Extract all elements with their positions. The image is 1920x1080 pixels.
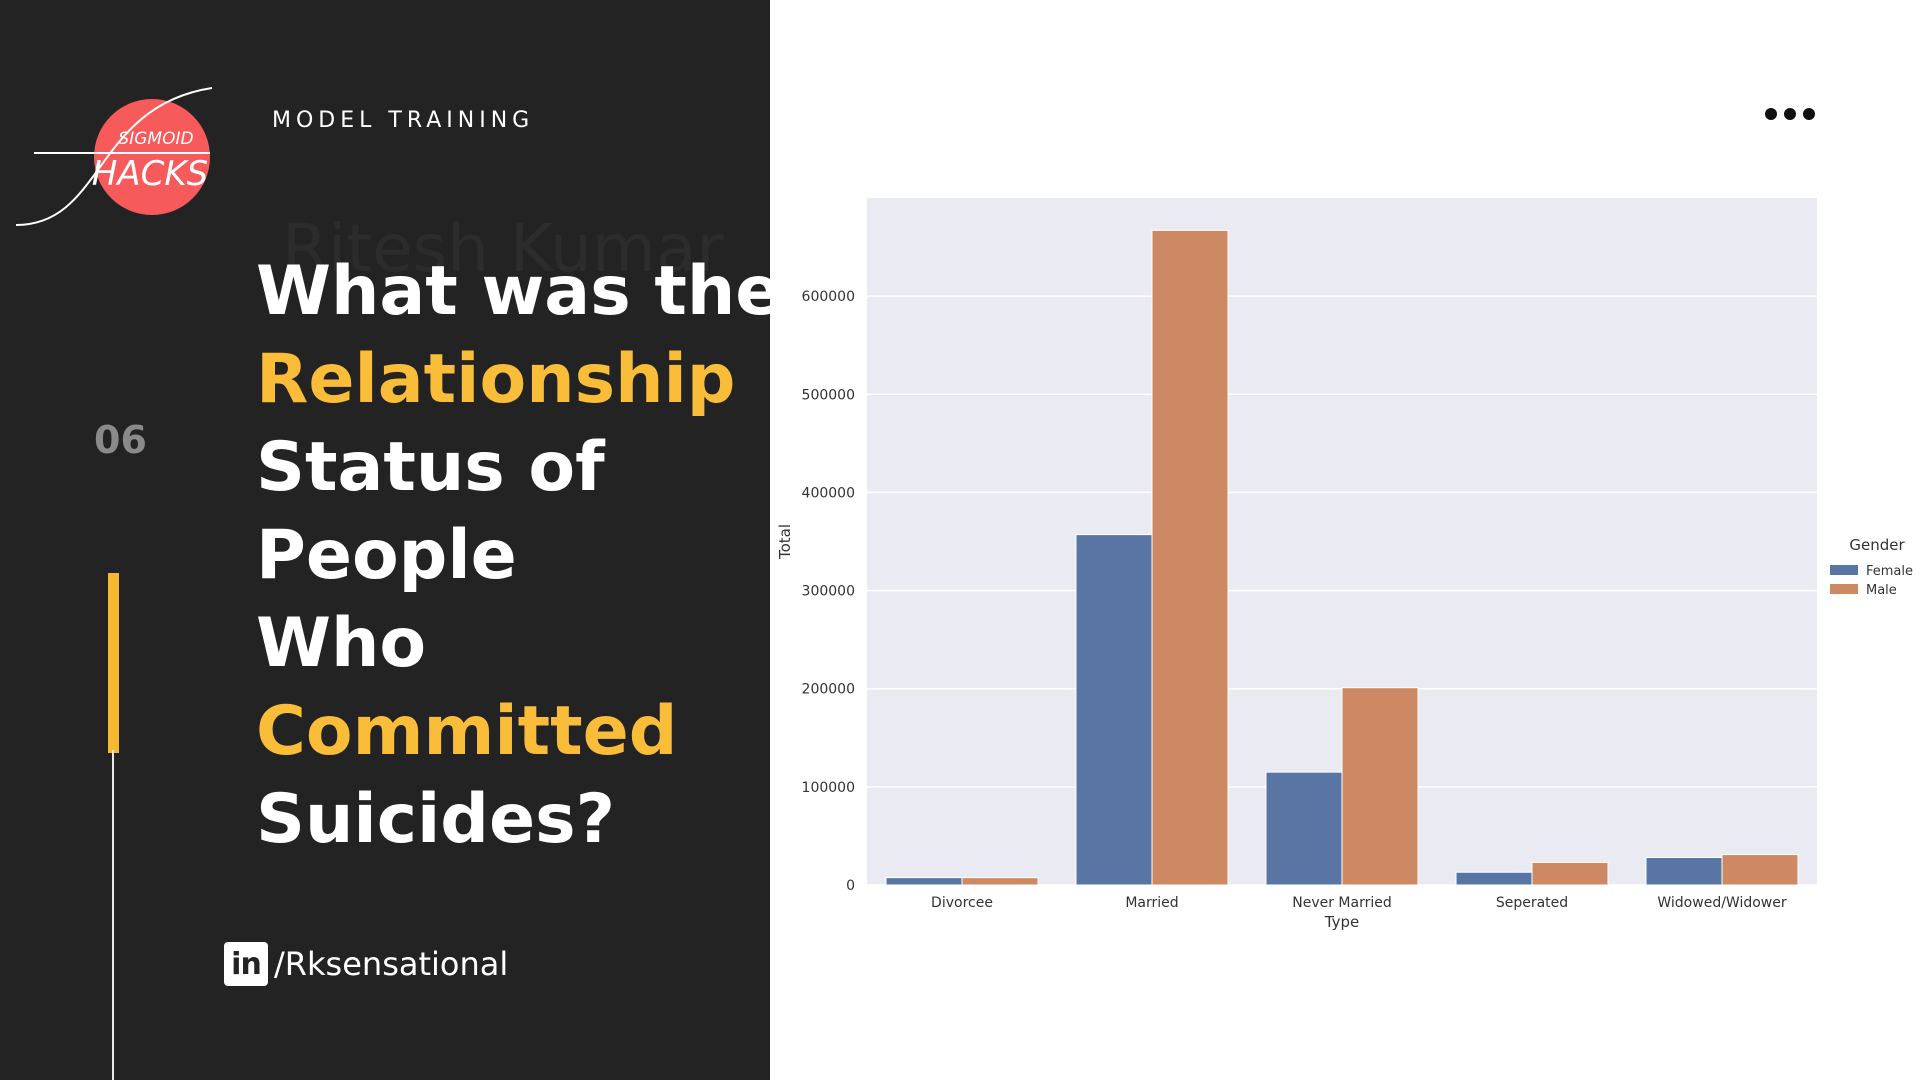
bar-female: [1265, 771, 1343, 886]
linkedin-icon: in: [224, 942, 268, 986]
slide-title: What was the Relationship Status of People W…: [256, 248, 782, 864]
slide-number: 06: [94, 418, 147, 462]
accent-bar: [108, 573, 119, 753]
dot: [1765, 108, 1777, 120]
dot: [1803, 108, 1815, 120]
x-tick-label: Seperated: [1496, 895, 1568, 911]
title-line: What was the: [256, 252, 782, 331]
legend-label: Female: [1866, 564, 1913, 579]
title-line: People: [256, 516, 517, 595]
title-line: Committed: [256, 692, 678, 771]
relationship-status-bar-chart: 0 100000 200000 300000 400000 500000 600000 Div…: [776, 198, 1913, 931]
y-axis-label: Total: [776, 524, 794, 560]
y-tick-label: 200000: [802, 682, 855, 698]
ghost-author-text: Ritesh Kumar: [282, 210, 724, 287]
divider-line: [112, 750, 114, 1080]
legend-title: Gender: [1849, 536, 1905, 554]
title-line: Who: [256, 604, 427, 683]
bar-male: [1341, 687, 1419, 886]
logo-text-bottom: HACKS: [92, 154, 208, 194]
title-line: Status of: [256, 428, 605, 507]
legend-swatch-female: [1830, 565, 1858, 575]
bar-female: [1455, 871, 1533, 886]
bar-female: [1075, 534, 1153, 886]
more-horizontal-icon[interactable]: [1765, 108, 1815, 124]
title-line: Relationship: [256, 340, 736, 419]
legend-swatch-male: [1830, 584, 1858, 594]
linkedin-handle: /Rksensational: [274, 945, 509, 983]
logo-text-top: SIGMOID: [118, 129, 193, 149]
y-tick-label: 300000: [802, 584, 855, 600]
section-label: MODEL TRAINING: [272, 108, 535, 133]
bar-male: [1531, 861, 1609, 886]
title-line: Suicides?: [256, 780, 616, 859]
y-tick-label: 400000: [802, 485, 855, 501]
x-tick-label: Married: [1125, 895, 1178, 911]
sigmoid-hacks-logo: SIGMOID HACKS: [15, 87, 213, 226]
x-axis-label: Type: [1324, 913, 1359, 931]
bar-male: [1721, 854, 1799, 886]
legend-label: Male: [1866, 583, 1897, 598]
linkedin-link[interactable]: in /Rksensational: [224, 942, 508, 986]
bar-male: [961, 877, 1039, 886]
dot: [1784, 108, 1796, 120]
left-panel: SIGMOID HACKS MODEL TRAINING Ritesh Kuma…: [0, 0, 782, 1080]
y-tick-label: 600000: [802, 289, 855, 305]
bar-female: [1645, 857, 1723, 886]
bar-male: [1151, 229, 1229, 886]
y-tick-label: 0: [846, 878, 855, 894]
y-tick-label: 100000: [802, 780, 855, 796]
x-tick-label: Widowed/Widower: [1657, 895, 1786, 911]
x-tick-label: Divorcee: [931, 895, 993, 911]
bar-female: [885, 877, 963, 886]
x-tick-label: Never Married: [1292, 895, 1392, 911]
y-tick-label: 500000: [802, 387, 855, 403]
